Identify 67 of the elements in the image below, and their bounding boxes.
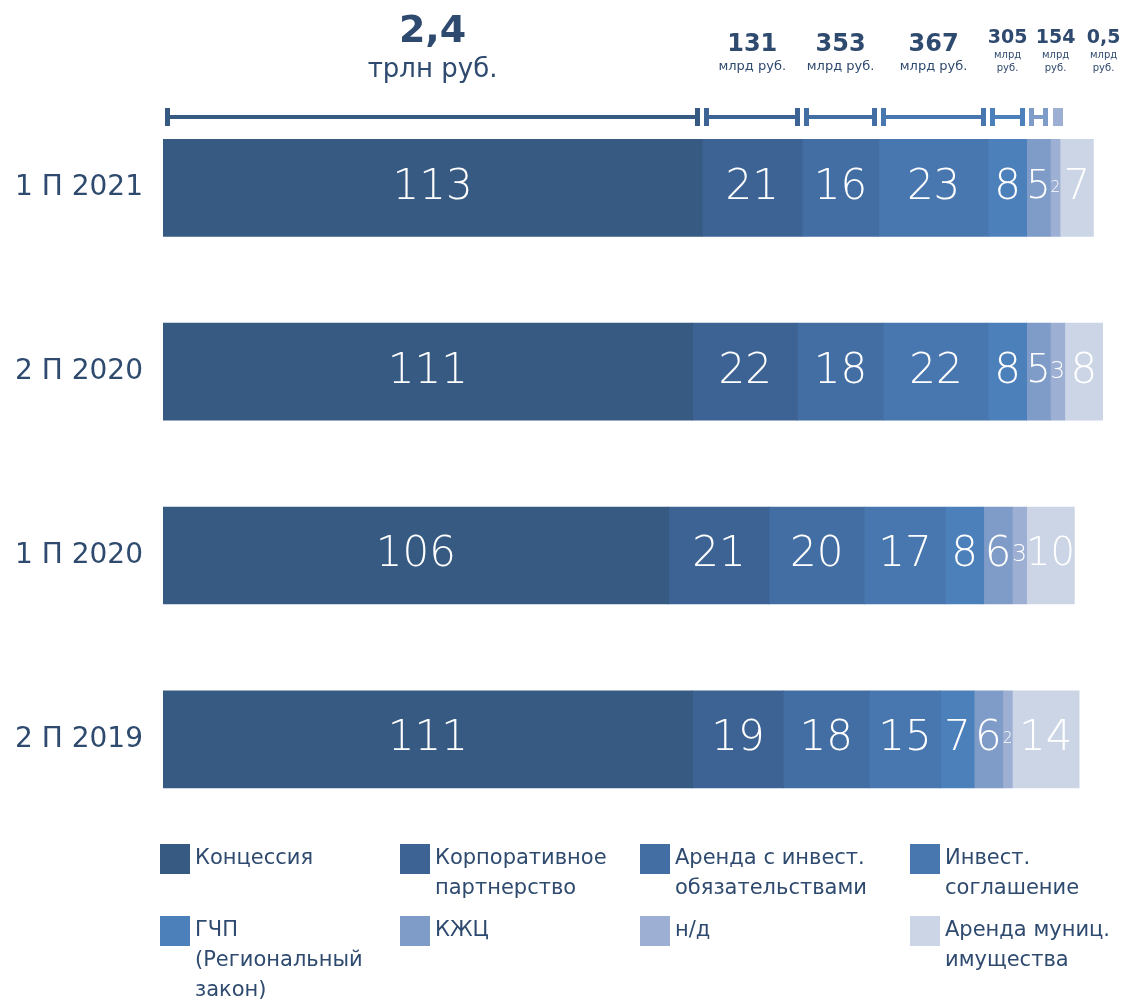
data-label: 3 (1050, 356, 1066, 383)
legend-label: Инвест. соглашение (945, 844, 1081, 901)
bar (1064, 322, 1103, 421)
y-tick-label: 1 П 2021 (15, 169, 143, 203)
bar (1026, 139, 1051, 237)
bar (701, 139, 803, 237)
legend-label: Концессия (195, 844, 314, 871)
data-label: 16 (813, 159, 868, 209)
legend-label: Аренда с инвест. обязательствами (675, 844, 868, 901)
data-label: 22 (718, 343, 772, 393)
legend-label: н/д (675, 916, 711, 943)
bar (692, 322, 798, 421)
bar (973, 690, 1004, 789)
data-label: 17 (878, 527, 932, 577)
bar (692, 690, 784, 789)
bar (1026, 322, 1051, 421)
data-label: 5 (1026, 345, 1051, 391)
text: 131 млрд руб. (718, 29, 787, 73)
y-tick-label: 1 П 2020 (15, 536, 143, 570)
data-label: 21 (725, 159, 780, 209)
legend-label: ГЧП (Региональный закон) (195, 916, 364, 1003)
bar (1002, 690, 1013, 789)
text: 305 млрд руб. (986, 25, 1029, 74)
bar (1059, 139, 1094, 237)
data-label: 113 (392, 159, 473, 209)
data-label: 6 (984, 527, 1012, 577)
bar (1026, 506, 1075, 605)
data-label: 18 (813, 343, 868, 393)
data-label: 22 (909, 343, 963, 393)
bar (163, 322, 693, 421)
data-label: 18 (799, 711, 853, 761)
bar (988, 139, 1027, 237)
data-label: 23 (906, 159, 961, 209)
legend-label: Корпоративное партнерство (435, 844, 608, 901)
bar (945, 506, 985, 605)
bar (1012, 690, 1080, 789)
data-label: 111 (387, 711, 468, 761)
data-label: 7 (944, 711, 971, 761)
bar (163, 139, 703, 237)
data-label: 8 (994, 159, 1021, 209)
data-label: 15 (878, 711, 932, 761)
legend-label: КЖЦ (435, 916, 489, 943)
data-label: 20 (789, 527, 844, 577)
text: 2,4 трлн руб. (366, 7, 499, 85)
data-label: 6 (975, 711, 1002, 761)
data-label: 19 (711, 711, 765, 761)
bar (668, 506, 770, 605)
data-label: 8 (994, 343, 1021, 393)
data-label: 106 (375, 527, 456, 577)
y-tick-label: 2 П 2020 (15, 352, 143, 386)
data-label: 5 (1026, 161, 1051, 207)
bar (163, 506, 670, 605)
text: 367 млрд руб. (899, 29, 968, 73)
data-label: 21 (692, 527, 746, 577)
text: 0,5 млрд руб. (1085, 25, 1122, 74)
bar (988, 322, 1027, 421)
data-label: 111 (387, 343, 468, 393)
data-label: 8 (951, 527, 978, 577)
y-tick-label: 2 П 2019 (15, 720, 143, 754)
data-label: 2 (1002, 729, 1013, 748)
data-label: 2 (1050, 177, 1061, 196)
legend-label: Аренда муниц. имущества (945, 916, 1112, 973)
data-label: 3 (1012, 540, 1027, 567)
bar (940, 690, 975, 789)
text: 353 млрд руб. (806, 29, 875, 73)
bar (163, 690, 693, 789)
text: 154 млрд руб. (1034, 25, 1077, 74)
